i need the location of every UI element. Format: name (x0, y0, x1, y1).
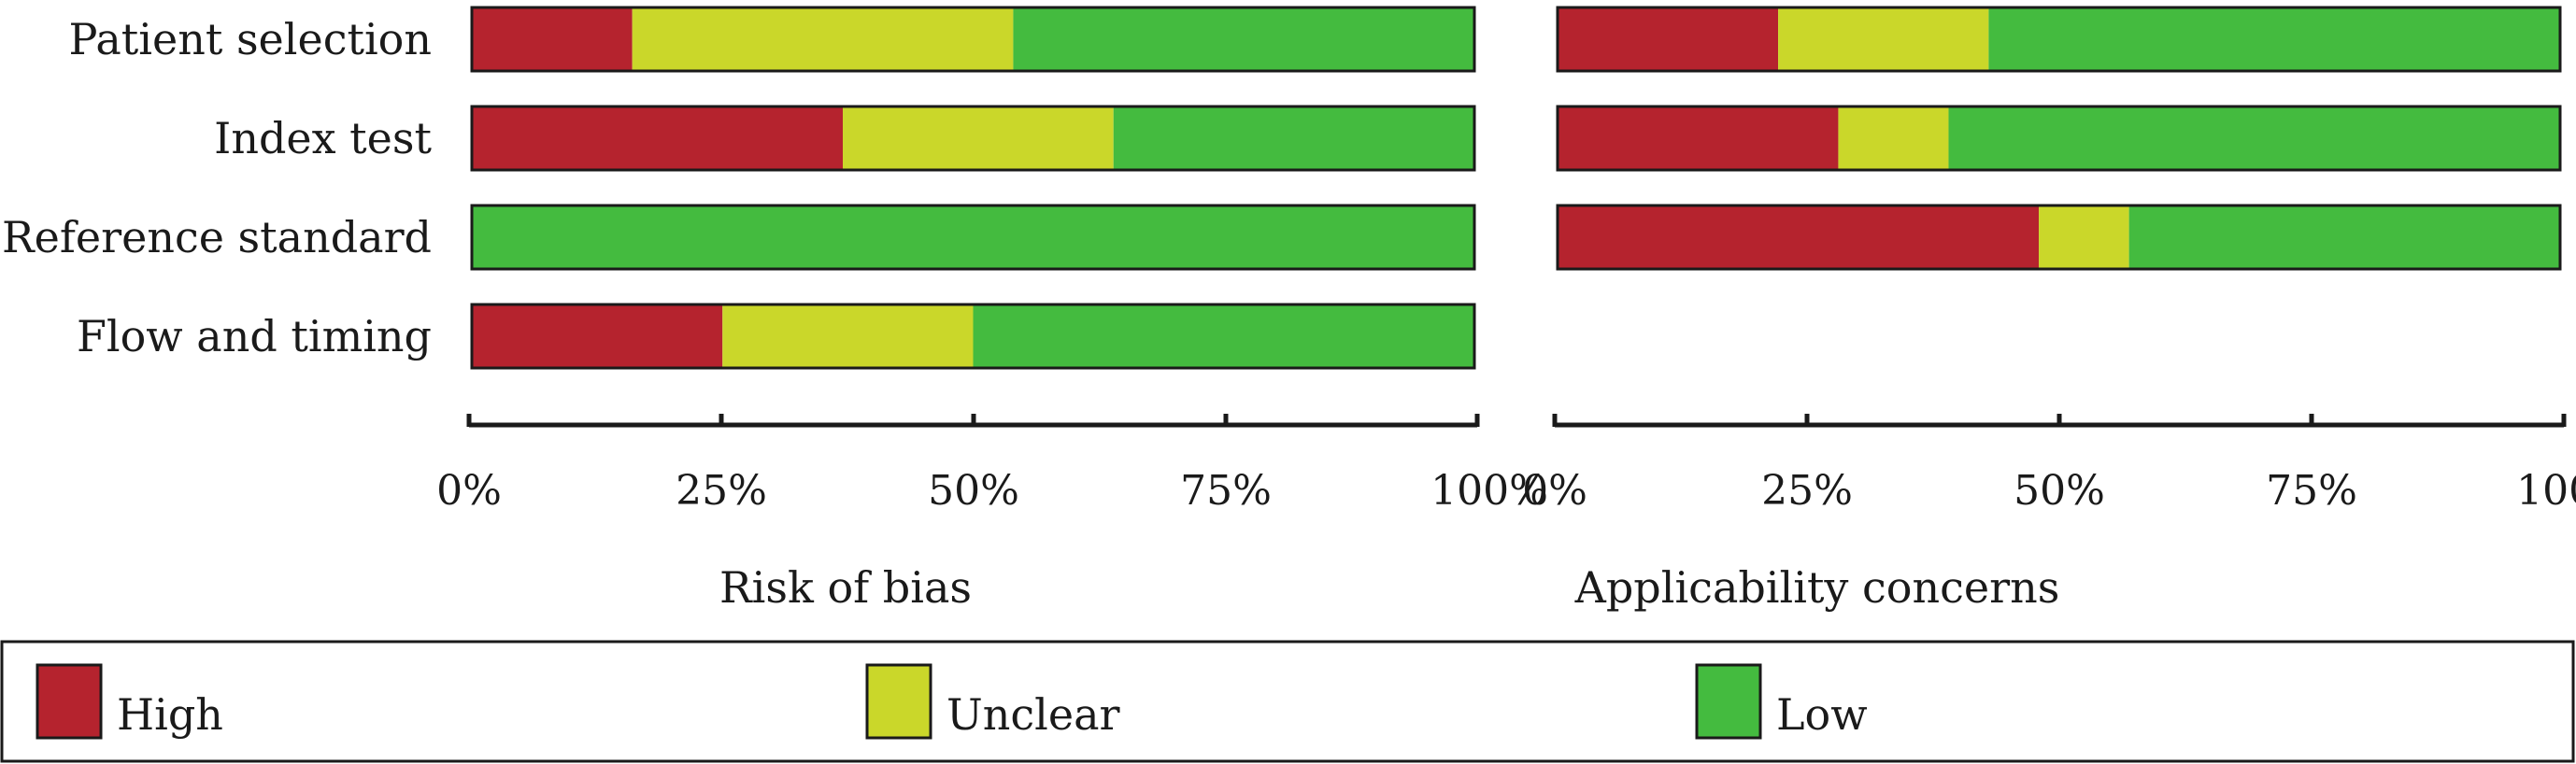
category-label-index-test: Index test (214, 113, 432, 163)
bar-risk-of-bias-index-test-unclear (843, 106, 1114, 170)
legend-swatch-frame-high (36, 663, 103, 740)
bar-applicability-concerns-patient-selection-low (1988, 7, 2560, 71)
bar-risk-of-bias-index-test-high (472, 106, 844, 170)
tick-label-50: 50% (2014, 467, 2105, 515)
risk-of-bias-panel: Patient selection Index test Reference sta… (2, 6, 1548, 613)
bar-risk-of-bias-flow-and-timing-unclear (722, 304, 974, 368)
bar-applicability-concerns-patient-selection-unclear (1778, 7, 1989, 71)
legend-swatch-frame-low (1695, 663, 1762, 740)
applicability-concerns-panel: 0% 25% 50% 75% 100% Applicability concerns (1522, 6, 2576, 613)
bar-frame-index-test (470, 105, 1476, 172)
bar-frame-index-test (1556, 105, 2562, 172)
bar-risk-of-bias-patient-selection-low (1013, 7, 1474, 71)
bar-frame-reference-standard (1556, 204, 2562, 271)
bar-risk-of-bias-patient-selection-unclear (632, 7, 1014, 71)
legend-label-high: High (117, 689, 223, 740)
tick-label-0: 0% (1522, 467, 1587, 515)
tick-label-25: 25% (676, 467, 767, 515)
tick-label-100: 100% (2516, 467, 2576, 515)
category-label-patient-selection: Patient selection (68, 14, 432, 64)
legend-label-low: Low (1776, 689, 1868, 740)
bar-applicability-concerns-patient-selection-high (1558, 7, 1779, 71)
panel-title-applicability-concerns: Applicability concerns (1574, 562, 2060, 613)
bar-frame-patient-selection (1556, 6, 2562, 73)
bar-risk-of-bias-flow-and-timing-high (472, 304, 723, 368)
tick-label-100: 100% (1430, 467, 1548, 515)
tick-label-50: 50% (928, 467, 1019, 515)
bar-risk-of-bias-flow-and-timing-low (973, 304, 1474, 368)
tick-label-0: 0% (436, 467, 502, 515)
legend-swatch-high (37, 665, 101, 738)
bar-risk-of-bias-reference-standard-low (472, 205, 1474, 269)
bar-applicability-concerns-reference-standard-low (2128, 205, 2560, 269)
bar-frame-reference-standard (470, 204, 1476, 271)
bar-applicability-concerns-index-test-high (1558, 106, 1839, 170)
tick-label-75: 75% (2266, 467, 2357, 515)
bar-risk-of-bias-patient-selection-high (472, 7, 633, 71)
bar-applicability-concerns-reference-standard-unclear (2039, 205, 2129, 269)
tick-label-25: 25% (1761, 467, 1853, 515)
legend-label-unclear: Unclear (946, 689, 1120, 740)
category-label-flow-and-timing: Flow and timing (77, 311, 432, 361)
legend-swatch-frame-unclear (865, 663, 932, 740)
bar-applicability-concerns-index-test-unclear (1838, 106, 1949, 170)
legend-swatch-low (1697, 665, 1760, 738)
bar-applicability-concerns-index-test-low (1948, 106, 2560, 170)
bar-frame-patient-selection (470, 6, 1476, 73)
legend-box (0, 640, 2575, 763)
category-label-reference-standard: Reference standard (2, 212, 432, 262)
legend-swatch-unclear (867, 665, 931, 738)
bar-frame-flow-and-timing (470, 303, 1476, 370)
tick-label-75: 75% (1180, 467, 1272, 515)
bar-applicability-concerns-reference-standard-high (1558, 205, 2040, 269)
panel-title-risk-of-bias: Risk of bias (719, 562, 972, 613)
legend: High Unclear Low (0, 640, 2575, 763)
bar-risk-of-bias-index-test-low (1113, 106, 1474, 170)
